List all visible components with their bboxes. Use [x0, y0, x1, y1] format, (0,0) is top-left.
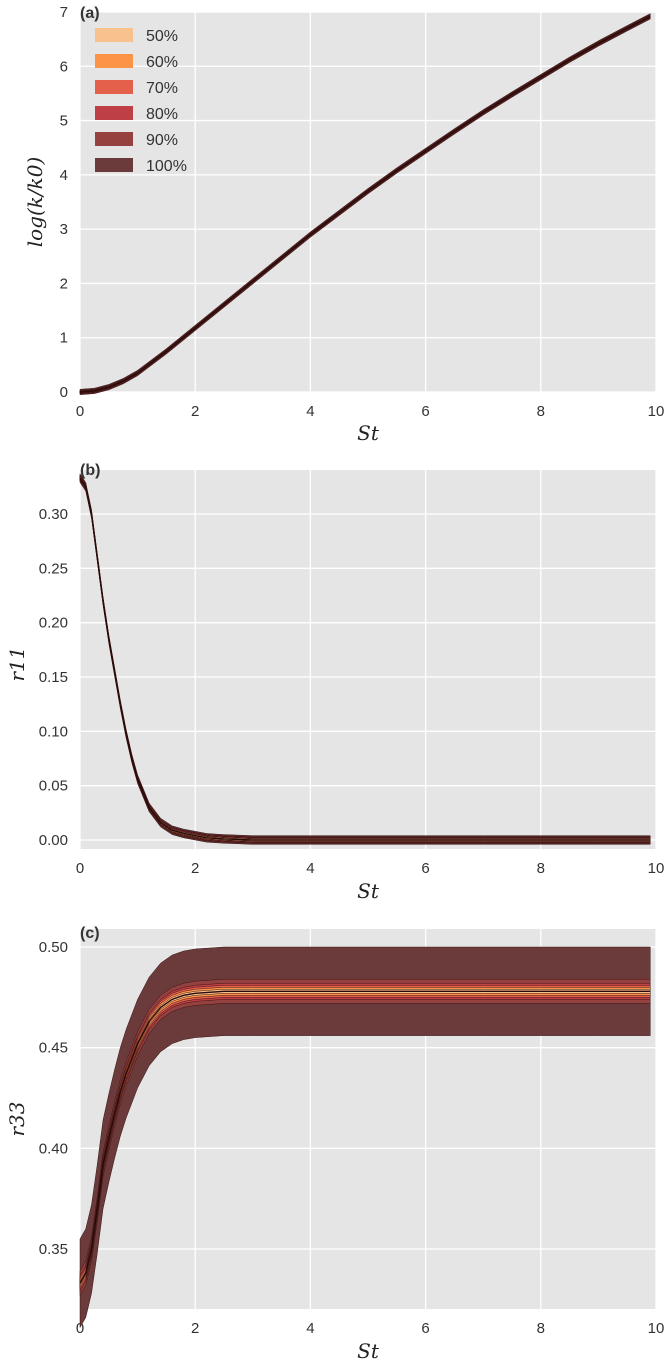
band-90pct [79, 14, 651, 395]
x-tick-label: 4 [306, 403, 314, 420]
legend-swatch [95, 80, 133, 94]
y-axis-label: r33 [5, 1101, 29, 1136]
y-tick-label: 0.30 [39, 506, 68, 523]
mean-line [79, 15, 651, 393]
legend-swatch [95, 28, 133, 42]
band-80pct [79, 982, 651, 1293]
x-axis-label: St [357, 421, 380, 445]
legend-label: 80% [146, 106, 178, 123]
x-tick-label: 8 [537, 860, 545, 877]
y-tick-label: 2 [60, 275, 68, 292]
y-tick-label: 0.20 [39, 615, 68, 632]
legend: 50% 60% 70% 80% 90% 100% [95, 28, 187, 175]
x-tick-label: 4 [306, 860, 314, 877]
y-tick-label: 5 [60, 113, 68, 130]
y-tick-label: 0.40 [39, 1140, 68, 1157]
band-70pct [79, 985, 651, 1291]
mean-line [79, 477, 651, 841]
y-tick-label: 0.05 [39, 778, 68, 795]
x-tick-label: 2 [191, 403, 199, 420]
x-tick-label: 0 [76, 860, 84, 877]
y-tick-label: 0.25 [39, 560, 68, 577]
x-tick-label: 4 [306, 1320, 314, 1337]
x-tick-label: 0 [76, 403, 84, 420]
chart-panel-2: 0 2 4 6 8 10 0.00 0.05 0.10 0.15 0.20 0.25 0.30 (b) St… [5, 462, 664, 903]
x-tick-label: 10 [648, 860, 665, 877]
legend-swatch [95, 132, 133, 146]
y-tick-label: 0.15 [39, 669, 68, 686]
band-90pct [79, 978, 651, 1297]
x-axis-label: St [357, 879, 380, 903]
legend-label: 90% [146, 132, 178, 149]
band-100pct [79, 13, 651, 395]
x-tick-label: 6 [421, 403, 429, 420]
y-tick-label: 0.50 [39, 939, 68, 956]
panel-label: (b) [80, 462, 100, 479]
y-tick-label: 0 [60, 384, 68, 401]
legend-label: 50% [146, 28, 178, 45]
x-tick-label: 0 [76, 1320, 84, 1337]
x-tick-label: 2 [191, 1320, 199, 1337]
x-axis-label: St [357, 1339, 380, 1363]
panel-label: (c) [80, 925, 100, 942]
y-tick-label: 0.10 [39, 723, 68, 740]
y-tick-label: 0.45 [39, 1040, 68, 1057]
mean-line [79, 990, 651, 1284]
chart-panel-1: 0 2 4 6 8 10 0 1 2 3 4 5 6 7 (a) St log(k/k0) 50% 60% 70% 80… [23, 4, 664, 445]
y-tick-label: 3 [60, 221, 68, 238]
y-tick-label: 4 [60, 167, 68, 184]
plot-area [80, 12, 656, 392]
x-tick-label: 2 [191, 860, 199, 877]
legend-swatch [95, 106, 133, 120]
y-axis-label: log(k/k0) [23, 157, 47, 248]
legend-label: 100% [146, 158, 187, 175]
legend-swatch [95, 54, 133, 68]
legend-label: 60% [146, 54, 178, 71]
y-tick-label: 0.35 [39, 1241, 68, 1258]
panel-label: (a) [80, 5, 100, 22]
x-tick-label: 8 [537, 403, 545, 420]
band-60pct [79, 987, 651, 1289]
x-tick-label: 6 [421, 1320, 429, 1337]
y-tick-label: 0.00 [39, 832, 68, 849]
plot-area [80, 470, 656, 849]
x-tick-label: 10 [648, 403, 665, 420]
legend-swatch [95, 158, 133, 172]
x-tick-label: 10 [648, 1320, 665, 1337]
x-tick-label: 6 [421, 860, 429, 877]
y-tick-label: 7 [60, 4, 68, 21]
y-tick-label: 1 [60, 330, 68, 347]
x-tick-label: 8 [537, 1320, 545, 1337]
chart-panel-3: 0 2 4 6 8 10 0.35 0.40 0.45 0.50 (c) St r33 [5, 925, 664, 1363]
y-tick-label: 6 [60, 58, 68, 75]
legend-label: 70% [146, 80, 178, 97]
y-axis-label: r11 [5, 646, 29, 681]
